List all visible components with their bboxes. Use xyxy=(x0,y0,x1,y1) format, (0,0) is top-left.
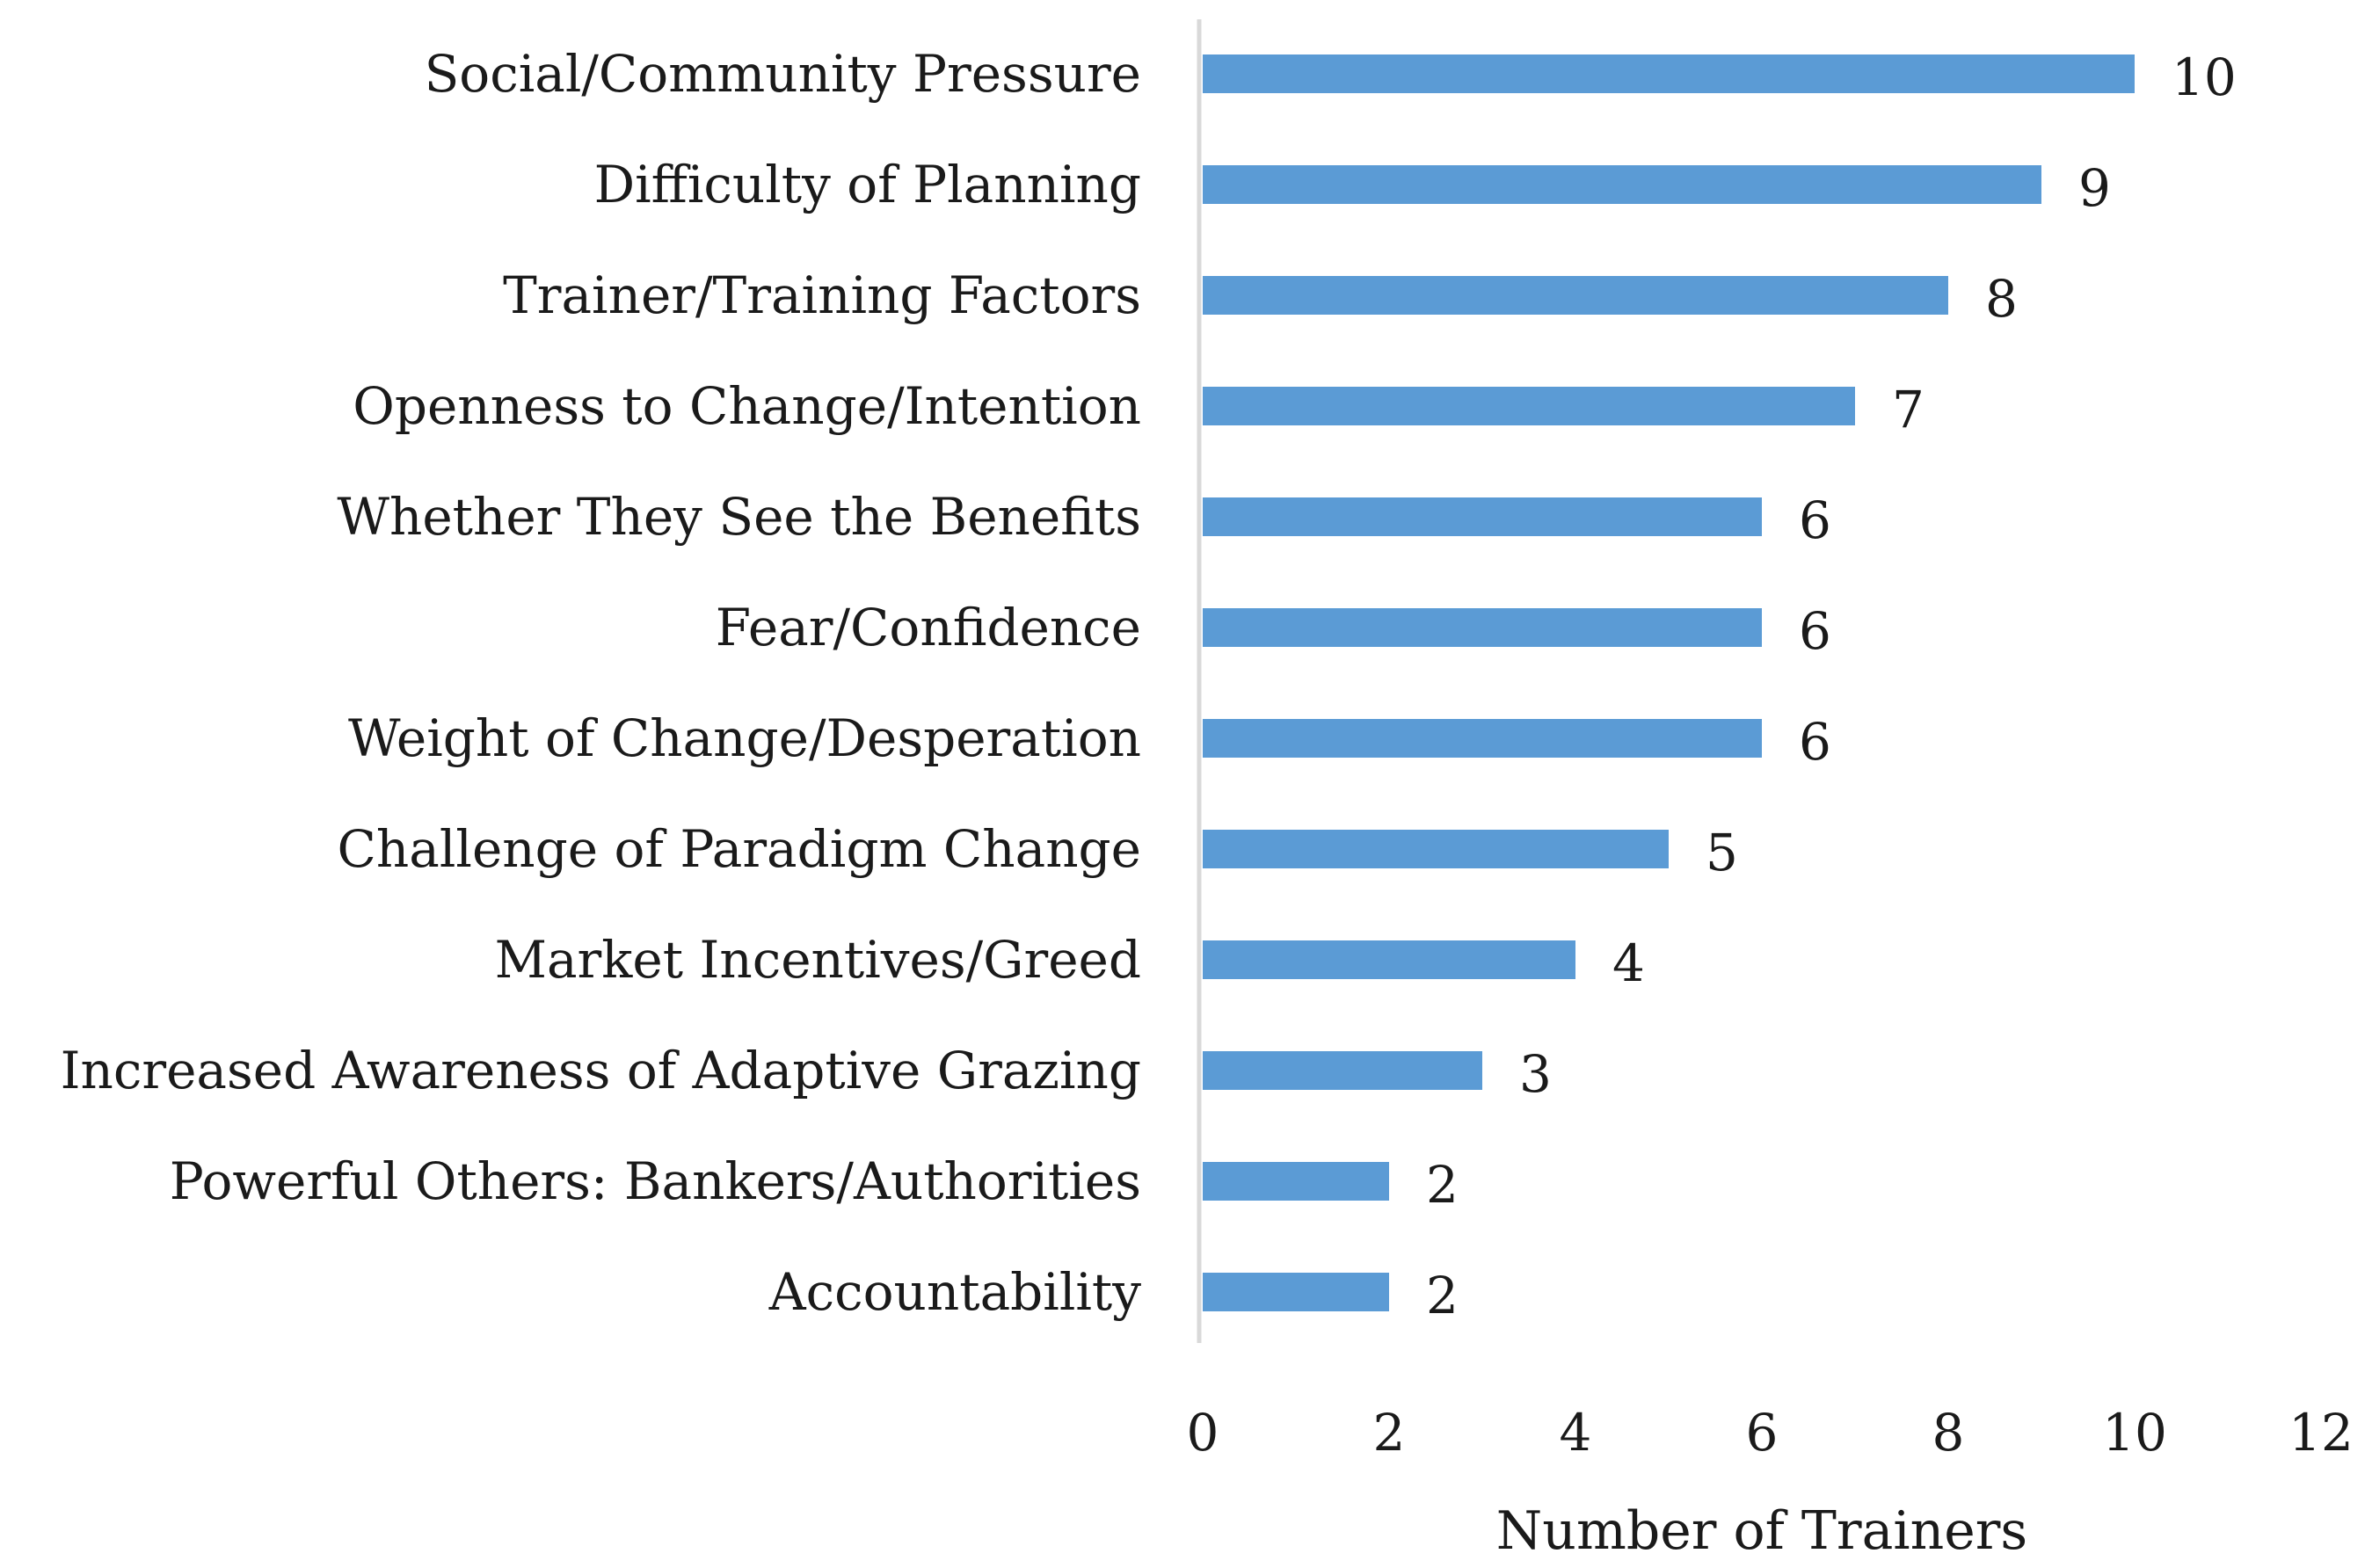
value-label: 7 xyxy=(1892,380,1925,439)
x-tick-label: 12 xyxy=(2288,1403,2354,1463)
category-label: Fear/Confidence xyxy=(716,598,1141,657)
category-label: Market Incentives/Greed xyxy=(495,930,1141,990)
value-label: 3 xyxy=(1519,1044,1552,1104)
x-tick-label: 4 xyxy=(1560,1403,1592,1463)
bar xyxy=(1203,54,2135,93)
category-label: Weight of Change/Desperation xyxy=(348,708,1141,768)
bar xyxy=(1203,1051,1482,1090)
bar xyxy=(1203,940,1575,979)
bar xyxy=(1203,165,2041,204)
value-label: 6 xyxy=(1799,712,1831,772)
bar xyxy=(1203,830,1669,868)
x-axis-ticks: 0 2 4 6 8 10 12 xyxy=(1187,1403,2354,1463)
value-label: 9 xyxy=(2078,158,2111,218)
category-labels: Social/Community Pressure Difficulty of P… xyxy=(61,44,1142,1322)
bar xyxy=(1203,497,1762,536)
bar xyxy=(1203,1273,1389,1311)
category-label: Accountability xyxy=(768,1262,1141,1322)
value-label: 2 xyxy=(1426,1266,1459,1325)
bars-group xyxy=(1203,54,2135,1311)
bar xyxy=(1203,387,1855,425)
value-label: 5 xyxy=(1706,823,1738,882)
category-label: Powerful Others: Bankers/Authorities xyxy=(170,1151,1141,1211)
x-tick-label: 10 xyxy=(2102,1403,2167,1463)
x-tick-label: 6 xyxy=(1746,1403,1779,1463)
bar xyxy=(1203,276,1948,315)
bar xyxy=(1203,1162,1389,1201)
category-label: Trainer/Training Factors xyxy=(503,265,1141,325)
category-label: Openness to Change/Intention xyxy=(353,376,1141,436)
x-tick-label: 2 xyxy=(1373,1403,1406,1463)
x-tick-label: 0 xyxy=(1187,1403,1219,1463)
bar xyxy=(1203,719,1762,758)
value-label: 6 xyxy=(1799,490,1831,550)
value-label: 2 xyxy=(1426,1155,1459,1215)
value-label: 10 xyxy=(2172,47,2237,107)
x-axis-title: Number of Trainers xyxy=(1496,1500,2027,1562)
category-label: Difficulty of Planning xyxy=(594,155,1141,214)
category-label: Increased Awareness of Adaptive Grazing xyxy=(61,1041,1141,1100)
category-label: Whether They See the Benefits xyxy=(337,487,1141,547)
x-tick-label: 8 xyxy=(1932,1403,1965,1463)
value-label: 6 xyxy=(1799,601,1831,661)
value-label: 4 xyxy=(1612,933,1645,993)
category-label: Challenge of Paradigm Change xyxy=(338,819,1141,879)
bar xyxy=(1203,608,1762,647)
value-label: 8 xyxy=(1985,269,2018,329)
category-label: Social/Community Pressure xyxy=(425,44,1141,104)
